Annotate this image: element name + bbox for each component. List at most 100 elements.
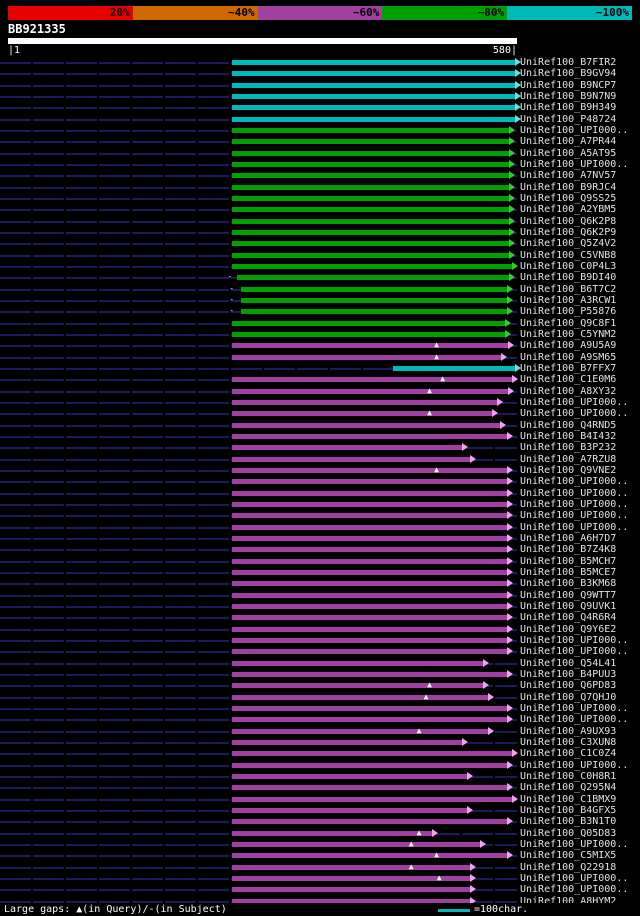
- hit-bar[interactable]: [232, 830, 432, 836]
- hit-label[interactable]: UniRef100_Q9C8F1: [520, 317, 617, 329]
- hit-label[interactable]: UniRef100_A5AT95: [520, 147, 617, 159]
- hit-label[interactable]: UniRef100_C5YNM2: [520, 329, 617, 340]
- hit-bar[interactable]: [393, 366, 516, 371]
- hit-bar[interactable]: [232, 513, 508, 519]
- hit-label[interactable]: UniRef100_C1BMX9: [520, 793, 617, 805]
- hit-bar[interactable]: [232, 604, 508, 609]
- hit-label[interactable]: UniRef100_B9NCP7: [520, 79, 617, 91]
- hit-bar[interactable]: [232, 751, 512, 757]
- hit-label[interactable]: UniRef100_C1E0M6: [520, 374, 617, 386]
- hit-label[interactable]: UniRef100_A7PR44: [520, 136, 617, 148]
- hit-label[interactable]: UniRef100_Q7QHJ0: [520, 691, 617, 703]
- hit-label[interactable]: UniRef100_UPI000..: [520, 510, 629, 522]
- hit-bar[interactable]: [232, 116, 516, 122]
- hit-label[interactable]: UniRef100_A9U5A9: [520, 340, 617, 352]
- hit-label[interactable]: UniRef100_Q6PD83: [520, 680, 617, 692]
- hit-label[interactable]: UniRef100_Q9Y6E2: [520, 623, 617, 635]
- hit-bar[interactable]: [232, 717, 508, 723]
- hit-label[interactable]: UniRef100_UPI000..: [520, 408, 629, 420]
- hit-label[interactable]: UniRef100_C5MIX5: [520, 850, 617, 862]
- hit-label[interactable]: UniRef100_UPI000..: [520, 125, 629, 136]
- hit-label[interactable]: UniRef100_B9N7N9: [520, 91, 617, 102]
- hit-label[interactable]: UniRef100_B5MCH7: [520, 555, 617, 567]
- hit-label[interactable]: UniRef100_B5MCE7: [520, 567, 617, 578]
- hit-bar[interactable]: [232, 785, 508, 791]
- hit-bar[interactable]: [237, 275, 509, 281]
- hit-bar[interactable]: [232, 71, 516, 77]
- hit-bar[interactable]: [232, 796, 512, 802]
- hit-label[interactable]: UniRef100_A9SM65: [520, 351, 617, 363]
- hit-label[interactable]: UniRef100_B7FFX7: [520, 363, 617, 374]
- hit-bar[interactable]: [232, 128, 509, 133]
- hit-label[interactable]: UniRef100_Q6K2P9: [520, 227, 617, 238]
- hit-label[interactable]: UniRef100_UPI000..: [520, 884, 629, 896]
- hit-bar[interactable]: [232, 60, 516, 65]
- hit-label[interactable]: UniRef100_B4PUU3: [520, 669, 617, 680]
- hit-label[interactable]: UniRef100_Q54L41: [520, 657, 617, 669]
- hit-label[interactable]: UniRef100_A8HYM2: [520, 895, 617, 907]
- hit-label[interactable]: UniRef100_A6H7D7: [520, 533, 617, 544]
- hit-label[interactable]: UniRef100_B6T7C2: [520, 283, 617, 295]
- hit-label[interactable]: UniRef100_P48724: [520, 113, 617, 125]
- hit-label[interactable]: UniRef100_Q9VNE2: [520, 465, 617, 476]
- hit-label[interactable]: UniRef100_B9DI40: [520, 272, 617, 284]
- hit-label[interactable]: UniRef100_B9RJC4: [520, 181, 617, 193]
- hit-label[interactable]: UniRef100_B3KM68: [520, 578, 617, 590]
- hit-bar[interactable]: [232, 649, 508, 655]
- hit-label[interactable]: UniRef100_B7Z4K8: [520, 544, 617, 556]
- hit-bar[interactable]: [232, 422, 501, 428]
- hit-label[interactable]: UniRef100_UPI000..: [520, 873, 629, 884]
- hit-bar[interactable]: [232, 570, 508, 575]
- hit-label[interactable]: UniRef100_B3N1T0: [520, 816, 617, 828]
- hit-bar[interactable]: [232, 354, 502, 360]
- hit-bar[interactable]: [240, 298, 508, 303]
- hit-label[interactable]: UniRef100_A7RZU8: [520, 453, 617, 465]
- hit-label[interactable]: UniRef100_A9UX93: [520, 725, 617, 737]
- hit-bar[interactable]: [232, 241, 509, 247]
- hit-bar[interactable]: [232, 502, 508, 507]
- hit-bar[interactable]: [232, 468, 508, 473]
- hit-bar[interactable]: [232, 162, 509, 167]
- hit-bar[interactable]: [232, 105, 516, 111]
- hit-bar[interactable]: [232, 842, 481, 847]
- hit-label[interactable]: UniRef100_A8XY32: [520, 385, 617, 397]
- hit-bar[interactable]: [232, 808, 467, 813]
- hit-bar[interactable]: [232, 332, 505, 337]
- hit-bar[interactable]: [240, 309, 508, 315]
- hit-bar[interactable]: [232, 547, 508, 553]
- hit-bar[interactable]: [232, 672, 508, 677]
- hit-label[interactable]: UniRef100_Q05D83: [520, 827, 617, 839]
- hit-bar[interactable]: [232, 694, 488, 700]
- hit-label[interactable]: UniRef100_UPI000..: [520, 521, 629, 533]
- hit-bar[interactable]: [232, 173, 509, 179]
- hit-label[interactable]: UniRef100_Q9WTT7: [520, 589, 617, 601]
- hit-label[interactable]: UniRef100_A7NV57: [520, 170, 617, 182]
- hit-label[interactable]: UniRef100_UPI000..: [520, 635, 629, 646]
- hit-bar[interactable]: [232, 490, 508, 496]
- hit-label[interactable]: UniRef100_C5VNB8: [520, 249, 617, 261]
- hit-bar[interactable]: [232, 683, 483, 689]
- hit-bar[interactable]: [232, 887, 470, 893]
- hit-bar[interactable]: [232, 592, 508, 598]
- hit-label[interactable]: UniRef100_A3RCW1: [520, 295, 617, 306]
- hit-label[interactable]: UniRef100_UPI000..: [520, 646, 629, 658]
- hit-bar[interactable]: [232, 252, 509, 258]
- hit-bar[interactable]: [232, 218, 509, 224]
- hit-bar[interactable]: [232, 230, 509, 235]
- hit-label[interactable]: UniRef100_A2YBM5: [520, 204, 617, 216]
- hit-label[interactable]: UniRef100_Q22918: [520, 861, 617, 873]
- hit-bar[interactable]: [232, 615, 508, 621]
- hit-label[interactable]: UniRef100_Q295N4: [520, 782, 617, 794]
- hit-label[interactable]: UniRef100_UPI000..: [520, 499, 629, 510]
- hit-label[interactable]: UniRef100_UPI000..: [520, 839, 629, 850]
- hit-bar[interactable]: [232, 660, 483, 666]
- hit-bar[interactable]: [232, 819, 508, 825]
- hit-bar[interactable]: [232, 740, 462, 745]
- hit-bar[interactable]: [232, 411, 493, 417]
- hit-bar[interactable]: [232, 445, 462, 451]
- hit-label[interactable]: UniRef100_UPI000..: [520, 759, 629, 771]
- hit-bar[interactable]: [232, 762, 508, 768]
- hit-label[interactable]: UniRef100_UPI000..: [520, 714, 629, 726]
- hit-label[interactable]: UniRef100_P55876: [520, 306, 617, 318]
- hit-bar[interactable]: [232, 94, 516, 99]
